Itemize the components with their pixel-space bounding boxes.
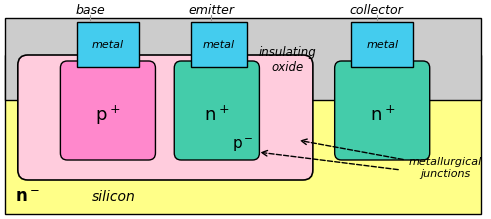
Text: base: base [75,4,105,16]
Bar [352,22,413,67]
Bar [5,18,481,100]
Text: collector: collector [350,4,404,16]
Text: n$^+$: n$^+$ [204,106,229,125]
Text: emitter: emitter [189,4,235,16]
FancyBboxPatch shape [60,61,156,160]
Text: n$^+$: n$^+$ [370,106,395,125]
Text: metal: metal [366,39,398,49]
Text: n$^-$: n$^-$ [15,188,40,206]
FancyBboxPatch shape [174,61,259,160]
Text: metal: metal [203,39,235,49]
Text: insulating
oxide: insulating oxide [258,46,316,74]
Bar [5,55,481,214]
Text: p$^+$: p$^+$ [95,104,121,127]
Text: silicon: silicon [92,190,136,204]
FancyBboxPatch shape [335,61,430,160]
Text: metal: metal [92,39,124,49]
FancyBboxPatch shape [18,55,313,180]
Text: metallurgical
junctions: metallurgical junctions [409,157,482,179]
Text: p$^-$: p$^-$ [232,136,253,154]
Bar [191,22,246,67]
Bar [77,22,138,67]
